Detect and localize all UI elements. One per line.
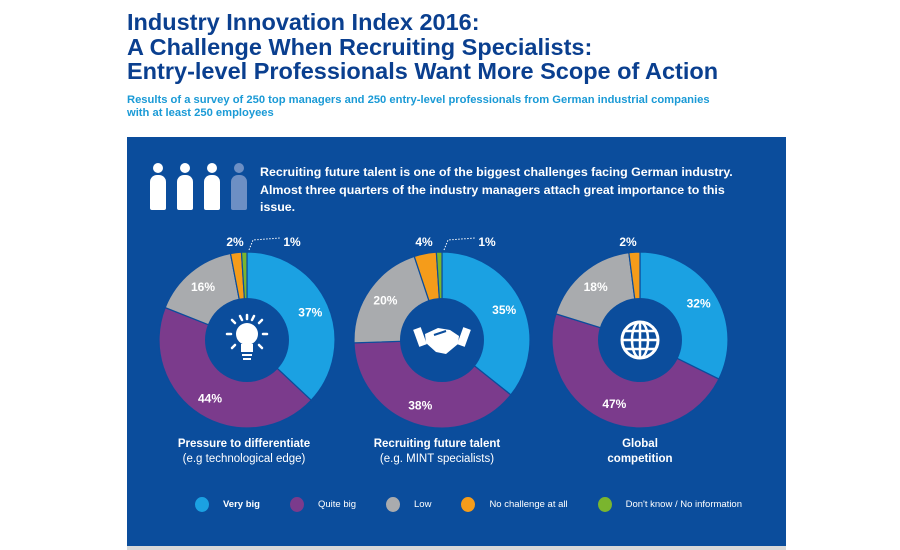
- data-label: 2%: [226, 235, 244, 249]
- leader-line: [443, 237, 476, 251]
- donut-charts: 37% 44% 16% 2% 1% 35% 38% 20% 4% 1% 32% 47% 18% 2%: [158, 235, 729, 429]
- data-label: 35%: [492, 303, 516, 317]
- chart-subtitle: competition: [607, 453, 673, 465]
- bottom-divider: [127, 546, 786, 550]
- chart-label-1: Pressure to differentiate (e.g technologi…: [144, 437, 344, 467]
- data-label: 38%: [408, 398, 432, 412]
- title-line: A Challenge When Recruiting Specialists:: [127, 33, 593, 60]
- page-title: Industry Innovation Index 2016: A Challe…: [127, 10, 718, 84]
- data-label: 1%: [283, 235, 301, 249]
- handshake-icon: [413, 327, 471, 354]
- data-label: 18%: [584, 280, 608, 294]
- chart-label-2: Recruiting future talent (e.g. MINT speci…: [337, 437, 537, 467]
- chart-title: Pressure to differentiate: [177, 438, 311, 450]
- chart-subtitle: (e.g. MINT specialists): [379, 453, 495, 465]
- intro-text: Recruiting future talent is one of the b…: [260, 165, 733, 214]
- title-line: Entry-level Professionals Want More Scop…: [127, 58, 719, 84]
- legend-item: Low: [386, 497, 431, 512]
- data-label: 37%: [298, 306, 322, 320]
- legend: Very big Quite big Low No challenge at a…: [195, 497, 772, 512]
- people-icon: [150, 163, 247, 210]
- data-label: 20%: [373, 294, 397, 308]
- legend-item: No challenge at all: [461, 497, 568, 512]
- donut-slice: [246, 251, 336, 402]
- legend-swatch: [461, 497, 476, 512]
- data-label: 2%: [619, 235, 637, 249]
- title-line: Industry Innovation Index 2016:: [127, 9, 480, 35]
- donut-slice: [441, 251, 531, 396]
- data-label: 16%: [191, 280, 215, 294]
- leader-line: [248, 237, 281, 251]
- legend-item: Don't know / No information: [597, 497, 742, 512]
- lightbulb-icon: [225, 313, 269, 360]
- chart-title: Global: [622, 438, 658, 450]
- subtitle: Results of a survey of 250 top managers …: [127, 94, 710, 119]
- legend-swatch: [597, 497, 612, 512]
- chart-title: Recruiting future talent: [373, 438, 501, 450]
- data-label: 32%: [687, 297, 711, 311]
- legend-item: Quite big: [289, 497, 356, 512]
- donut-slice: [353, 339, 512, 429]
- legend-item: Very big: [195, 497, 260, 512]
- globe-icon: [620, 320, 660, 360]
- data-label: 1%: [478, 235, 496, 249]
- legend-swatch: [195, 497, 209, 512]
- data-label: 4%: [415, 235, 433, 249]
- chart-label-3: Global competition: [540, 437, 740, 467]
- chart-subtitle: (e.g technological edge): [182, 453, 306, 465]
- data-label: 44%: [198, 391, 222, 405]
- data-label: 47%: [602, 397, 626, 411]
- legend-swatch: [289, 497, 304, 512]
- legend-swatch: [386, 497, 400, 512]
